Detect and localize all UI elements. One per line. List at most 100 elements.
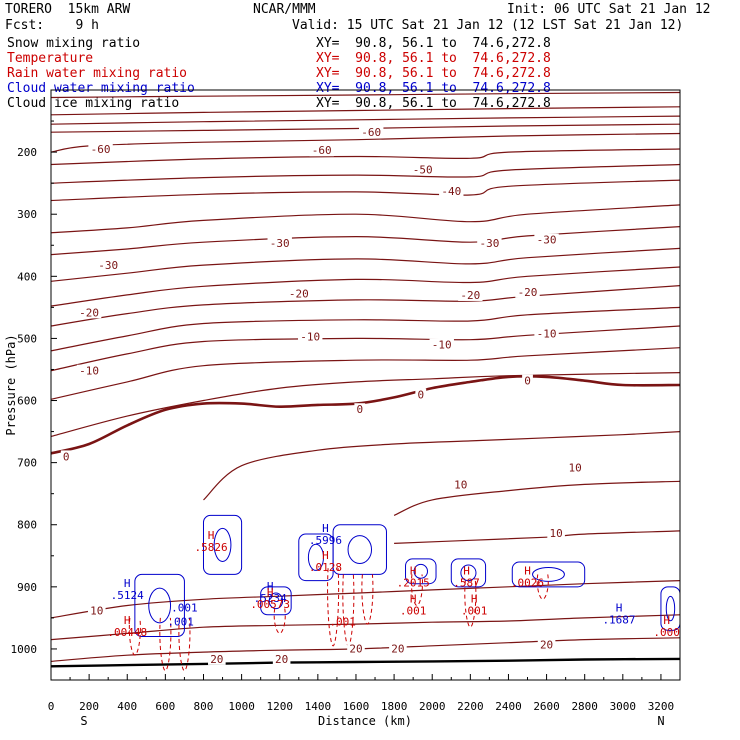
isotherm-label: -60 xyxy=(91,143,111,156)
isotherm-line xyxy=(50,179,681,202)
isotherm-label-bg xyxy=(286,287,311,300)
x-tick-label: 2200 xyxy=(457,700,484,713)
field-name-cloud-water: Cloud water mixing ratio xyxy=(7,81,195,96)
isotherm-label: 20 xyxy=(391,642,404,655)
isotherm-line xyxy=(50,614,681,641)
isotherm-label-bg xyxy=(88,143,113,155)
isotherm-label: -60 xyxy=(361,126,381,139)
extremum-mark: H xyxy=(410,564,417,577)
x-tick-label: 800 xyxy=(194,700,214,713)
rain-water-contour xyxy=(536,574,549,600)
x-tick-label: 1400 xyxy=(305,700,332,713)
isotherm-label: -40 xyxy=(441,185,461,198)
rain-water-contour xyxy=(128,617,141,656)
isotherm-line xyxy=(393,480,681,516)
x-tick-label: 2000 xyxy=(419,700,446,713)
isotherm-label-bg xyxy=(439,185,464,198)
isotherm-line xyxy=(50,266,681,307)
extremum-value: .0128 xyxy=(309,561,342,574)
x-tick-label: 1000 xyxy=(228,700,255,713)
y-tick-label: 900 xyxy=(17,581,37,594)
isotherm-line xyxy=(50,204,681,234)
extremum-value: .5826 xyxy=(195,541,228,554)
extremum-value: .5996 xyxy=(309,534,342,547)
plot-frame xyxy=(50,89,681,681)
cloud-water-contour xyxy=(450,558,487,588)
isotherm-label: -10 xyxy=(432,339,452,352)
x-tick-label: 400 xyxy=(117,700,137,713)
isotherm-line xyxy=(50,247,681,282)
extremum-value: .5124 xyxy=(111,589,144,602)
field-xy-rain: XY= 90.8, 56.1 to 74.6,272.8 xyxy=(316,66,551,81)
rain-water-contour xyxy=(342,574,355,647)
isotherm-line xyxy=(50,226,681,256)
isotherm-label: 10 xyxy=(90,604,103,617)
y-tick-label: 1000 xyxy=(11,643,38,656)
isotherm-label: 0 xyxy=(524,375,531,388)
x-tick-label: 1800 xyxy=(381,700,408,713)
cloud-water-contour-inner xyxy=(213,527,232,562)
x-tick-label: 3200 xyxy=(648,700,675,713)
isotherm-label: 20 xyxy=(210,653,223,666)
isotherm-label: 0 xyxy=(356,403,363,416)
cloud-water-contour xyxy=(260,586,292,616)
cloud-water-contour-inner xyxy=(413,563,428,579)
rain-water-contour xyxy=(410,574,423,606)
isotherm-line xyxy=(50,163,681,184)
y-tick-label: 300 xyxy=(17,208,37,221)
extremum-mark: H xyxy=(663,614,670,627)
x-tick-label: 600 xyxy=(155,700,175,713)
isotherm-label-bg xyxy=(534,233,559,246)
extremum-value: .00573 xyxy=(250,598,290,611)
extremum-mark: H xyxy=(267,586,274,599)
isotherm-label-bg xyxy=(515,285,540,298)
field-name-temperature: Temperature xyxy=(7,51,94,66)
ground-line xyxy=(50,657,681,668)
isotherm-label-bg xyxy=(359,126,384,139)
cloud-water-contour xyxy=(405,558,437,585)
x-axis-title: Distance (km) xyxy=(318,714,412,728)
isotherm-line xyxy=(50,91,681,99)
extremum-value: .5234 xyxy=(254,592,287,605)
cloud-water-contour xyxy=(134,573,185,638)
extremum-mark: H xyxy=(471,592,478,605)
extremum-mark: H xyxy=(322,522,329,535)
x-tick-label: 0 xyxy=(48,700,55,713)
cloud-water-contour-inner xyxy=(665,595,676,622)
header-org: NCAR/MMM xyxy=(253,2,316,17)
isotherm-label: -20 xyxy=(460,289,480,302)
isotherm-label: 20 xyxy=(540,639,553,652)
extremum-value: .001 xyxy=(171,602,198,615)
isotherm-label-bg xyxy=(477,236,502,249)
isotherm-line xyxy=(203,431,681,501)
extremum-value: .001 xyxy=(461,604,488,617)
isotherm-label-bg xyxy=(452,478,470,491)
extremum-mark: H xyxy=(524,564,531,577)
y-axis-title: Pressure (hPa) xyxy=(4,334,18,435)
extremum-mark: H xyxy=(616,602,623,615)
x-tick-label: 3000 xyxy=(610,700,637,713)
isotherm-label: -20 xyxy=(289,288,309,301)
isotherm-label: -10 xyxy=(537,327,557,340)
isotherm-label: 0 xyxy=(417,388,424,401)
field-name-snow: Snow mixing ratio xyxy=(7,36,141,51)
isotherm-label-bg xyxy=(354,403,366,416)
isotherm-line xyxy=(50,285,681,327)
header-model: TORERO 15km ARW xyxy=(5,2,131,17)
y-tick-label: 800 xyxy=(17,519,37,532)
header-fcst: Fcst: 9 h xyxy=(5,18,99,33)
isotherm-line xyxy=(50,148,681,166)
isotherm-line xyxy=(50,580,681,619)
cloud-water-contour-inner xyxy=(307,543,324,571)
field-name-cloud-ice: Cloud ice mixing ratio xyxy=(7,96,180,111)
isotherm-label: -60 xyxy=(312,144,332,157)
x-tick-label: 2800 xyxy=(571,700,598,713)
isotherm-label-bg xyxy=(410,163,435,176)
south-label: S xyxy=(80,714,87,728)
x-tick-label: 1200 xyxy=(266,700,293,713)
isotherm-label: -30 xyxy=(98,259,118,272)
y-tick-label: 200 xyxy=(17,146,37,159)
isotherm-label-bg xyxy=(415,388,427,401)
isotherm-label-bg xyxy=(95,259,121,272)
